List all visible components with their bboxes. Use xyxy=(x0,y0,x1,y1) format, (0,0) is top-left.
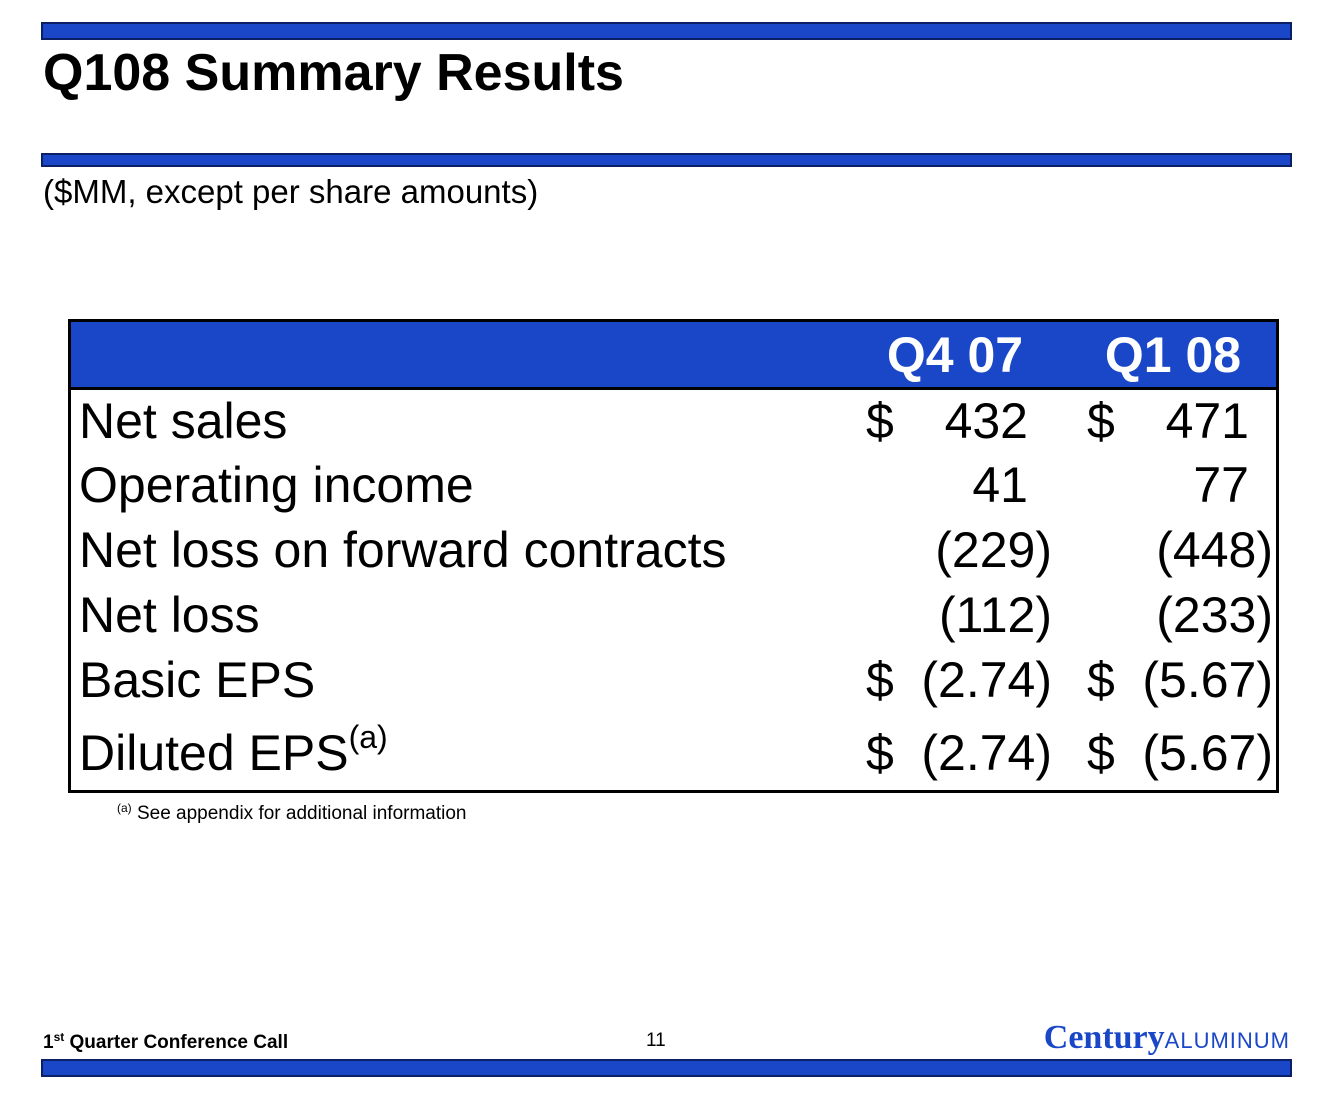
century-aluminum-logo: CenturyALUMINUM xyxy=(1043,1019,1290,1056)
row-label: Net loss xyxy=(79,587,260,643)
top-accent-bar xyxy=(41,22,1292,40)
table-row-net-loss-forward-contracts: Net loss on forward contracts (229) (448… xyxy=(71,519,1276,581)
table-row-net-loss: Net loss (112) (233) xyxy=(71,584,1276,646)
page-subtitle: ($MM, except per share amounts) xyxy=(43,173,539,210)
cell-q4-07: $432 xyxy=(866,393,1028,449)
table-row-operating-income: Operating income 41 77 xyxy=(71,454,1276,516)
footnote: (a) See appendix for additional informat… xyxy=(117,801,467,824)
cell-q4-07: 41 xyxy=(972,457,1028,513)
cell-q4-07: (229) xyxy=(935,522,1052,578)
cell-q1-08: (448) xyxy=(1156,522,1273,578)
row-label: Net sales xyxy=(79,393,288,449)
cell-q1-08: $471 xyxy=(1087,393,1249,449)
row-label: Operating income xyxy=(79,457,474,513)
bottom-accent-bar xyxy=(41,1059,1292,1077)
title-divider-bar xyxy=(41,153,1292,167)
cell-q4-07: (112) xyxy=(938,587,1052,643)
cell-q1-08: $ (5.67) xyxy=(1087,652,1273,708)
footer-conference-label: 1st Quarter Conference Call xyxy=(43,1030,289,1053)
column-header-q4-07: Q4 07 xyxy=(886,327,1024,383)
table-row-diluted-eps: Diluted EPS(a) $ (2.74) $ (5.67) xyxy=(71,719,1276,784)
column-header-q1-08: Q1 08 xyxy=(1104,327,1242,383)
table-header-row: Q4 07 Q1 08 xyxy=(71,322,1276,390)
row-label: Diluted EPS(a) xyxy=(79,719,388,781)
footnote-marker: (a) xyxy=(348,719,388,755)
cell-q4-07: $ (2.74) xyxy=(866,725,1052,781)
cell-q1-08: $ (5.67) xyxy=(1087,725,1273,781)
table-row-net-sales: Net sales $432 $471 xyxy=(71,390,1276,452)
page-number: 11 xyxy=(646,1030,666,1051)
cell-q4-07: $ (2.74) xyxy=(866,652,1052,708)
cell-q1-08: (233) xyxy=(1156,587,1273,643)
row-label: Basic EPS xyxy=(79,652,316,708)
page-title: Q108 Summary Results xyxy=(43,44,624,102)
table-row-basic-eps: Basic EPS $ (2.74) $ (5.67) xyxy=(71,649,1276,711)
summary-results-table: Q4 07 Q1 08 Net sales $432 $471 Operatin… xyxy=(68,319,1279,793)
row-label: Net loss on forward contracts xyxy=(79,522,727,578)
cell-q1-08: 77 xyxy=(1193,457,1249,513)
